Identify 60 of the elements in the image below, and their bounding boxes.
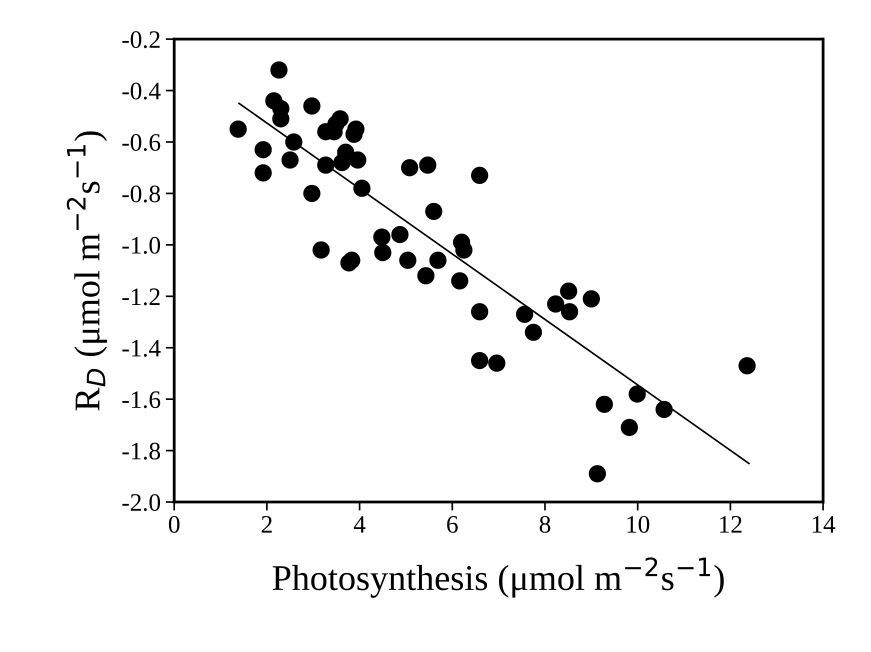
x-tick-label: 8 — [540, 516, 550, 533]
point — [417, 267, 434, 284]
x-tick-label: 4 — [354, 516, 366, 533]
point — [254, 164, 272, 182]
point — [524, 324, 542, 341]
y-tick-label: -1.0 — [122, 236, 160, 254]
x-tick-label: 0 — [168, 516, 180, 533]
point — [596, 396, 613, 413]
point — [620, 418, 638, 436]
point — [332, 110, 349, 128]
y-tick-label: -0.2 — [122, 31, 160, 48]
point — [281, 151, 299, 169]
y-tick-label: -1.2 — [122, 288, 160, 306]
point — [471, 303, 488, 320]
y-tick-label: -0.4 — [122, 82, 161, 100]
y-tick-label: -0.8 — [122, 185, 160, 202]
point — [560, 282, 578, 300]
point — [399, 252, 416, 269]
point — [254, 141, 272, 158]
point — [353, 180, 371, 197]
point — [588, 465, 606, 482]
y-tick-label: -2.0 — [122, 494, 160, 512]
x-tick-label: 6 — [447, 516, 458, 533]
y-tick-label: -1.4 — [122, 340, 161, 357]
point — [425, 202, 442, 220]
point — [419, 156, 436, 174]
point — [303, 184, 320, 202]
point — [451, 272, 468, 290]
x-tick-label: 2 — [262, 516, 272, 533]
point — [738, 357, 756, 374]
point — [230, 120, 247, 138]
point — [374, 244, 392, 262]
x-axis-title: Photosynthesis (μmol m$^{−2}$s$^{−1}$) — [272, 557, 724, 598]
point — [391, 226, 409, 244]
x-tick-label: 14 — [812, 516, 836, 533]
y-axis-title: R$_{D}$ (μmol m$^{−2}$s$^{−1}$) — [66, 131, 108, 411]
point — [560, 303, 578, 320]
point — [471, 166, 488, 184]
point — [429, 252, 447, 269]
y-tick-label: -0.6 — [122, 134, 160, 152]
point — [488, 354, 506, 372]
point — [285, 133, 302, 151]
point — [656, 400, 673, 418]
point — [516, 306, 534, 323]
point — [373, 228, 390, 246]
y-tick-label: -1.8 — [122, 442, 160, 460]
point — [343, 252, 360, 269]
x-tick-label: 10 — [627, 516, 650, 533]
y-tick-label: -1.6 — [122, 391, 160, 408]
point — [471, 352, 488, 370]
point — [582, 290, 600, 308]
point — [312, 241, 330, 259]
point — [349, 151, 366, 169]
point — [303, 97, 320, 115]
point — [270, 61, 288, 79]
point — [547, 295, 564, 313]
x-tick-label: 12 — [720, 516, 742, 533]
point — [628, 385, 646, 403]
point — [317, 156, 334, 174]
point — [401, 159, 418, 176]
